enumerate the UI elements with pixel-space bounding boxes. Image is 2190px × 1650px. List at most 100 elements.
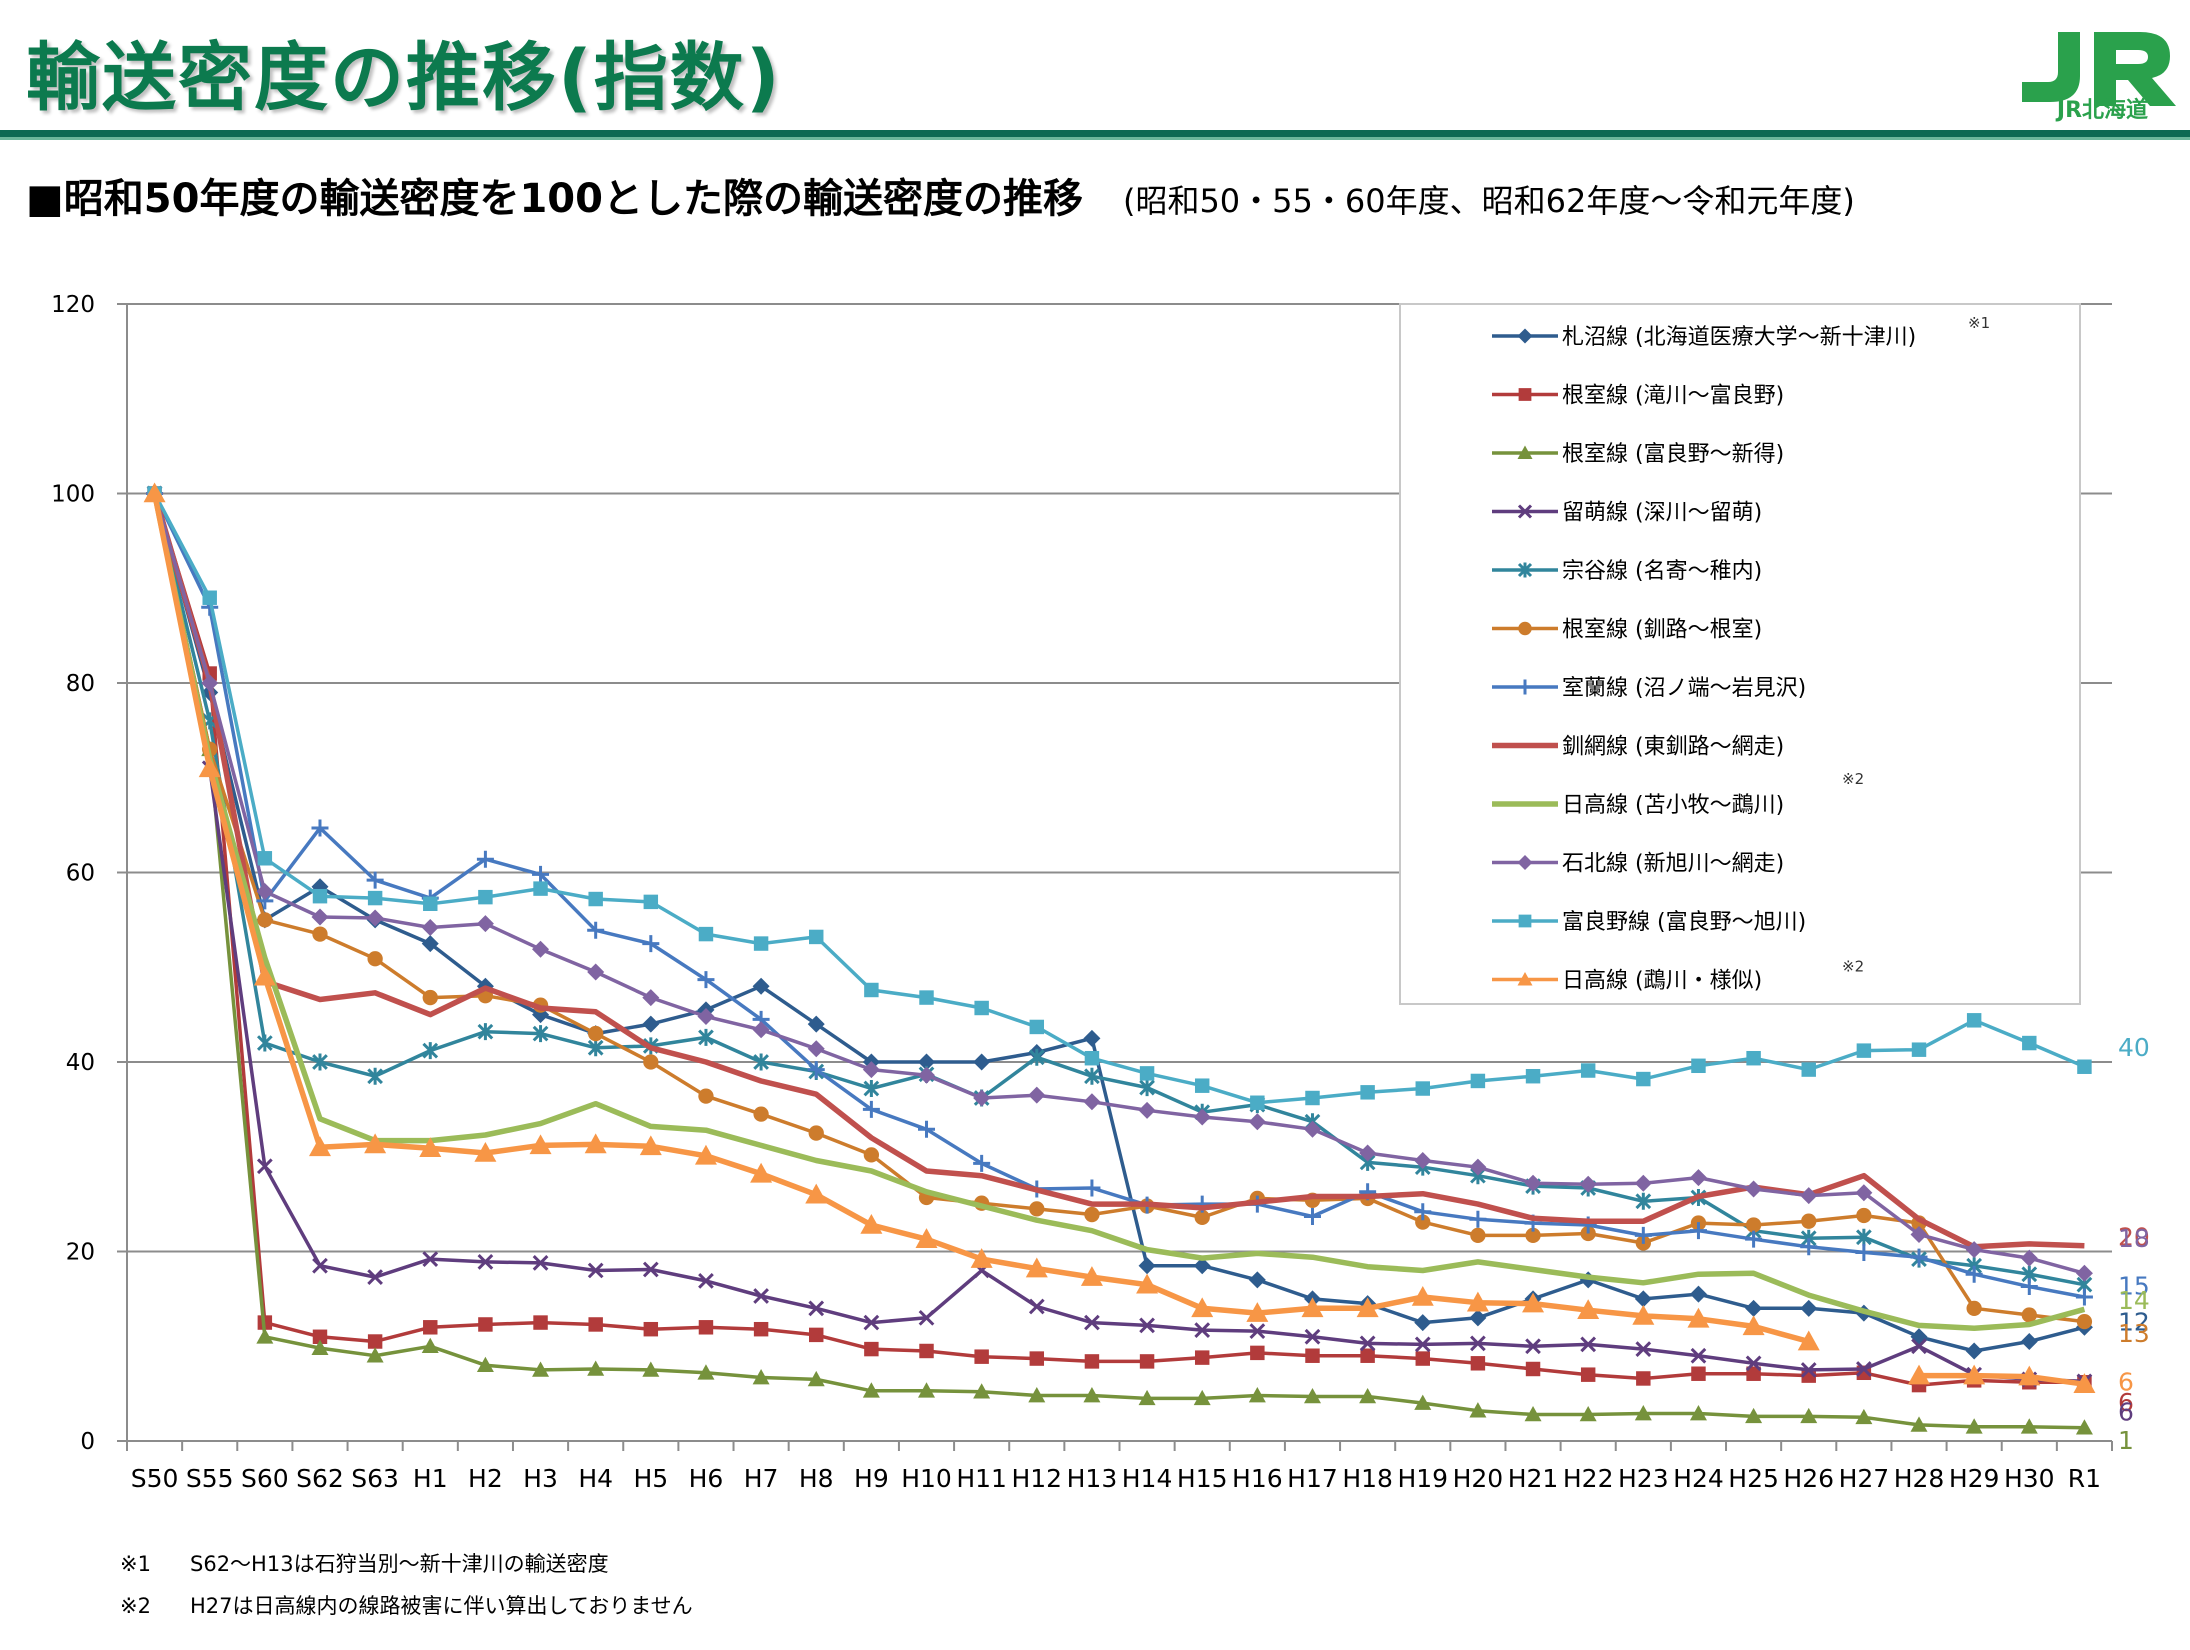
- series-9: [151, 492, 2086, 1331]
- data-point: [256, 882, 274, 900]
- data-point: [419, 1137, 442, 1158]
- data-point: [532, 865, 550, 883]
- data-point: [1800, 1299, 1818, 1317]
- data-point: [809, 929, 824, 945]
- data-point: [533, 881, 548, 896]
- data-point: [973, 1089, 991, 1107]
- end-value-label: 40: [2118, 1033, 2150, 1062]
- data-point: [1580, 1225, 1596, 1242]
- data-point: [915, 1228, 938, 1248]
- data-point: [642, 1261, 659, 1278]
- end-value-label: 12: [2118, 1308, 2150, 1337]
- data-point: [1029, 1019, 1045, 1035]
- data-point: [1194, 1350, 1210, 1365]
- data-point: [1856, 1043, 1872, 1058]
- data-point: [1745, 1355, 1762, 1372]
- data-point: [1911, 1042, 1927, 1057]
- data-point: [202, 590, 217, 605]
- data-point: [809, 1327, 824, 1343]
- legend-label: 富良野線 (富良野～旭川): [1562, 910, 1806, 935]
- data-point: [753, 1053, 769, 1071]
- legend-swatch-marker: [1518, 388, 1532, 401]
- data-point: [1965, 1241, 1983, 1259]
- series-line: [152, 493, 2085, 1287]
- data-point: [1525, 1361, 1541, 1377]
- data-point: [533, 1315, 548, 1330]
- data-point: [1910, 1248, 1928, 1266]
- data-point: [532, 1255, 549, 1271]
- series-line: [152, 493, 2085, 1384]
- data-point: [478, 1317, 493, 1332]
- data-point: [1856, 1207, 1872, 1224]
- end-value-label: 20: [2118, 1222, 2150, 1251]
- data-point: [422, 989, 438, 1006]
- data-point: [1470, 1335, 1486, 1352]
- data-point: [588, 1025, 604, 1042]
- data-point: [1304, 1328, 1321, 1345]
- data-point: [1580, 1336, 1597, 1353]
- data-point: [1359, 1387, 1377, 1404]
- data-point: [2020, 1333, 2038, 1351]
- data-point: [1301, 1297, 1324, 1318]
- data-point: [1745, 1299, 1763, 1317]
- data-point: [919, 1343, 934, 1359]
- data-point: [1083, 1179, 1101, 1197]
- data-point: [698, 1320, 714, 1335]
- data-point: [808, 1125, 824, 1141]
- data-point: [642, 1015, 660, 1033]
- data-point: [364, 1133, 387, 1154]
- legend-item: 日高線 (苫小牧～鵡川) ※2: [1492, 770, 1864, 818]
- data-point: [1577, 1299, 1600, 1320]
- data-point: [918, 1309, 935, 1326]
- end-value-label: 14: [2118, 1286, 2150, 1315]
- x-tick-label: H20: [1453, 1464, 1504, 1493]
- data-point: [1193, 1108, 1211, 1126]
- data-point: [1580, 1063, 1596, 1078]
- data-point: [256, 1328, 274, 1344]
- data-point: [587, 1262, 604, 1279]
- data-point: [2020, 1278, 2038, 1296]
- data-point: [1910, 1225, 1928, 1243]
- data-point: [1855, 1243, 1873, 1261]
- data-point: [1635, 1192, 1652, 1210]
- data-point: [1910, 1416, 1928, 1432]
- data-point: [1246, 1302, 1269, 1322]
- x-tick-label: H9: [854, 1464, 889, 1493]
- data-point: [1687, 1307, 1710, 1328]
- data-point: [1800, 1187, 1818, 1205]
- series-3: [146, 485, 2093, 1435]
- data-point: [918, 1066, 936, 1084]
- data-point: [1745, 1217, 1762, 1233]
- chart-subtitle-note: (昭和50・55・60年度、昭和62年度～令和元年度): [1122, 182, 1855, 220]
- x-tick-label: S55: [186, 1464, 234, 1493]
- data-point: [1414, 1152, 1432, 1170]
- data-point: [1083, 1093, 1101, 1111]
- series-line: [152, 493, 2085, 1324]
- footnote-1: ※1 S62～H13は石狩当別～新十津川の輸送密度: [120, 1548, 609, 1578]
- data-point: [1303, 1387, 1321, 1404]
- data-point: [1415, 1351, 1430, 1366]
- data-point: [918, 1053, 936, 1071]
- series-line: [152, 493, 2085, 1353]
- data-point: [1966, 1013, 1982, 1028]
- legend-box: [1399, 303, 2081, 1005]
- legend-label: 根室線 (釧路～根室): [1562, 618, 1762, 643]
- data-point: [311, 1339, 329, 1355]
- x-tick-label: H12: [1011, 1464, 1062, 1493]
- data-point: [1632, 1304, 1655, 1325]
- x-tick-label: H7: [744, 1464, 779, 1493]
- data-point: [1083, 1387, 1101, 1403]
- data-point: [1084, 1314, 1100, 1331]
- data-point: [1305, 1348, 1320, 1363]
- chart-subtitle: ■昭和50年度の輸送密度を100とした際の輸送密度の推移 (昭和50・55・60年…: [26, 166, 1855, 224]
- legend-item: 札沼線 (北海道医療大学～新十津川) ※1: [1492, 314, 1990, 350]
- data-point: [919, 990, 934, 1005]
- data-point: [312, 1257, 328, 1274]
- data-point: [1745, 1230, 1763, 1248]
- y-tick-label: 40: [66, 1050, 95, 1076]
- data-point: [478, 889, 493, 905]
- legend-item: 室蘭線 (沼ノ端～岩見沢): [1492, 676, 1806, 701]
- data-point: [588, 891, 603, 907]
- data-point: [1303, 1120, 1321, 1138]
- data-point: [1855, 1184, 1873, 1202]
